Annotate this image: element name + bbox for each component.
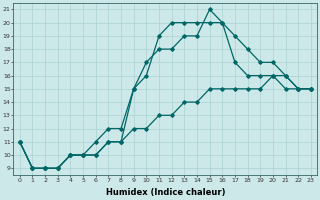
X-axis label: Humidex (Indice chaleur): Humidex (Indice chaleur) — [106, 188, 225, 197]
